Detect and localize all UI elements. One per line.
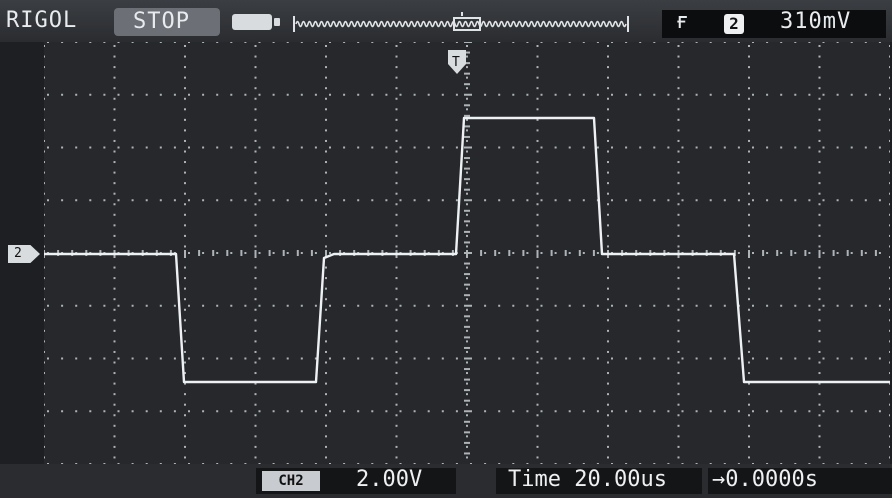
trigger-status-box bbox=[662, 10, 886, 38]
trigger-channel-badge: 2 bbox=[724, 14, 744, 34]
svg-text:T: T bbox=[452, 55, 460, 70]
rising-edge-trigger-icon: ғ bbox=[676, 9, 691, 34]
ch2-badge: CH2 bbox=[262, 471, 320, 491]
top-status-bar: RIGOL STOP ғ 2 310mV bbox=[0, 0, 892, 42]
volts-per-div: 2.00V bbox=[356, 467, 423, 492]
brand-label: RIGOL bbox=[6, 8, 78, 33]
ch2-waveform-trace bbox=[44, 116, 890, 384]
memory-position-bar bbox=[293, 12, 629, 32]
graticule: T bbox=[44, 42, 890, 464]
ch2-ground-marker[interactable]: 2 bbox=[8, 245, 40, 263]
timebase-box bbox=[496, 468, 702, 494]
bottom-status-bar: CH2 2.00V Time 20.00us →0.0000s bbox=[0, 464, 892, 498]
timebase-label: Time 20.00us bbox=[508, 467, 667, 492]
battery-icon bbox=[232, 14, 280, 30]
run-state-badge[interactable] bbox=[114, 8, 220, 36]
trigger-offset-box bbox=[708, 468, 892, 494]
trigger-level: 310mV bbox=[780, 9, 852, 34]
run-state-label: STOP bbox=[133, 9, 190, 34]
trigger-offset: →0.0000s bbox=[712, 467, 818, 492]
trigger-position-marker-icon: T bbox=[448, 50, 466, 74]
waveform-display: T bbox=[44, 42, 890, 464]
